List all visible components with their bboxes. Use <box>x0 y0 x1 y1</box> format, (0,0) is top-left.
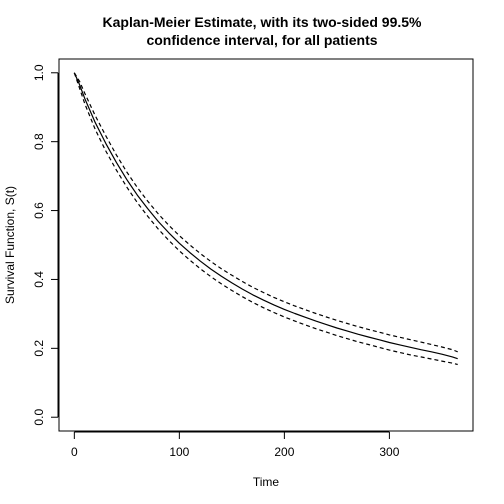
x-axis: 0 100 200 300 <box>71 432 400 459</box>
y-tick-label: 0.4 <box>32 271 46 288</box>
chart-title: Kaplan-Meier Estimate, with its two-side… <box>103 14 423 30</box>
series-layer <box>74 73 457 365</box>
x-axis-label: Time <box>253 475 280 489</box>
y-tick-label: 0.8 <box>32 133 46 150</box>
x-tick-label: 100 <box>169 445 189 459</box>
plot-frame <box>59 59 473 431</box>
y-tick-label: 0.2 <box>32 340 46 357</box>
y-tick-label: 0.0 <box>32 409 46 426</box>
chart-subtitle: confidence interval, for all patients <box>146 32 377 48</box>
x-tick-label: 0 <box>71 445 78 459</box>
ci-lower-curve <box>74 73 457 365</box>
x-tick-label: 300 <box>379 445 399 459</box>
x-tick-label: 200 <box>274 445 294 459</box>
y-tick-label: 0.6 <box>32 202 46 219</box>
ci-upper-curve <box>74 73 457 352</box>
y-tick-label: 1.0 <box>32 64 46 81</box>
survival-curve <box>74 73 457 359</box>
y-axis: 0.0 0.2 0.4 0.6 0.8 1.0 <box>32 64 58 425</box>
y-axis-label: Survival Function, S(t) <box>3 186 17 304</box>
